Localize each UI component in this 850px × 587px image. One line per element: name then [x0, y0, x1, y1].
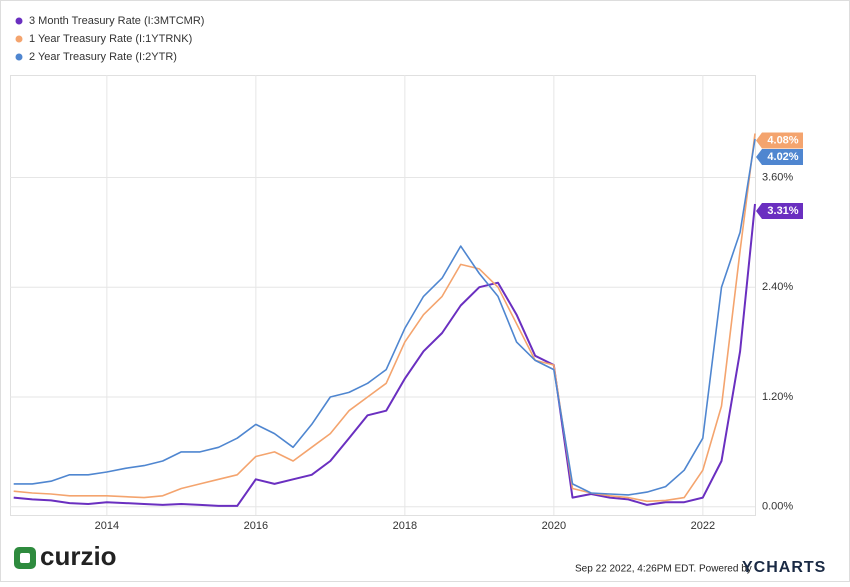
value-label: 3.31% [767, 205, 798, 217]
legend-label: 3 Month Treasury Rate (I:3MTCMR) [29, 15, 204, 27]
x-tick-label: 2022 [691, 520, 715, 532]
value-label: 4.02% [767, 151, 798, 163]
y-tick-label: 0.00% [762, 501, 793, 513]
value-tag [756, 202, 803, 219]
legend-marker [15, 35, 23, 43]
y-tick-label: 3.60% [762, 171, 793, 183]
x-tick-label: 2020 [542, 520, 566, 532]
series-line [13, 138, 756, 496]
logo-icon [14, 547, 36, 569]
x-tick-label: 2016 [244, 520, 268, 532]
legend-marker [15, 53, 23, 61]
y-tick-label: 2.40% [762, 281, 793, 293]
series-line [13, 133, 756, 503]
legend-label: 1 Year Treasury Rate (I:1YTRNK) [29, 33, 192, 45]
x-tick-label: 2014 [95, 520, 119, 532]
series-line [13, 203, 756, 507]
legend-marker [15, 17, 23, 25]
source-note: Sep 22 2022, 4:26PM EDT. Powered by [575, 564, 752, 575]
plot-frame [10, 75, 756, 516]
x-tick-label: 2018 [393, 520, 417, 532]
y-tick-label: 1.20% [762, 391, 793, 403]
legend-label: 2 Year Treasury Rate (I:2YTR) [29, 51, 177, 63]
value-label: 4.08% [767, 134, 798, 146]
value-tag [756, 149, 803, 166]
value-tag [756, 132, 803, 149]
brand: YCHARTS [742, 559, 826, 576]
logo: curzio [40, 541, 117, 571]
